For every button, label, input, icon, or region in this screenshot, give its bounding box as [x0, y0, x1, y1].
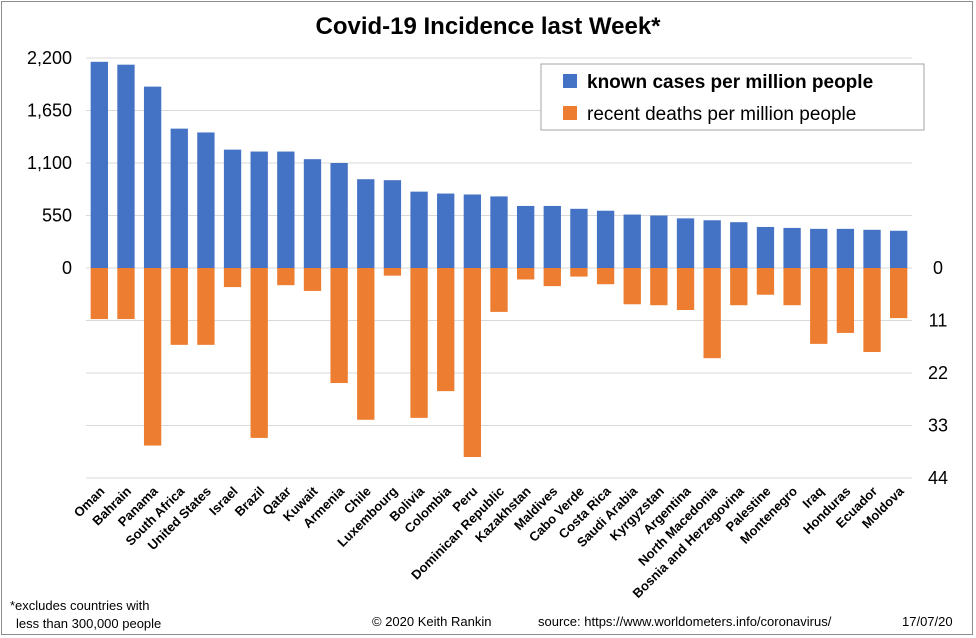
- bar-deaths: [383, 268, 402, 276]
- bar-cases: [756, 226, 775, 268]
- bar-deaths: [197, 268, 215, 345]
- legend-box: [540, 63, 925, 131]
- bar-cases: [863, 229, 881, 268]
- bar-cases: [676, 218, 695, 268]
- bar-deaths: [676, 268, 695, 310]
- bar-cases: [330, 163, 348, 268]
- legend-label-deaths: recent deaths per million people: [587, 104, 856, 125]
- bar-cases: [570, 208, 588, 268]
- bar-deaths: [650, 268, 668, 306]
- footer-source: source: https://www.worldometers.info/co…: [538, 614, 832, 629]
- legend: known cases per million people recent de…: [540, 63, 925, 131]
- bar-deaths: [543, 268, 561, 287]
- left-tick-label: 550: [42, 206, 72, 226]
- bar-deaths: [516, 268, 535, 280]
- footer-date: 17/07/20: [902, 614, 953, 629]
- bar-deaths: [623, 268, 641, 305]
- bar-cases: [303, 159, 322, 268]
- bar-cases: [596, 210, 615, 268]
- bar-deaths: [836, 268, 855, 333]
- bar-cases: [810, 228, 828, 268]
- bar-cases: [703, 220, 721, 268]
- bar-deaths: [357, 268, 375, 420]
- bar-deaths: [756, 268, 775, 295]
- bars: [90, 61, 908, 457]
- bar-deaths: [330, 268, 348, 384]
- bar-deaths: [437, 268, 455, 392]
- bar-cases: [117, 64, 135, 268]
- right-tick-label: 22: [928, 363, 948, 383]
- left-tick-label: 0: [62, 258, 72, 278]
- bar-deaths: [170, 268, 188, 345]
- bar-cases: [650, 215, 668, 268]
- footer-note-line1: *excludes countries with: [10, 598, 149, 613]
- right-tick-label: 44: [928, 468, 948, 488]
- bar-cases: [543, 205, 561, 268]
- bar-deaths: [490, 268, 508, 312]
- bar-cases: [836, 228, 855, 268]
- bar-cases: [197, 132, 215, 268]
- bar-deaths: [810, 268, 828, 344]
- chart-title: Covid-19 Incidence last Week*: [315, 13, 661, 40]
- bar-deaths: [277, 268, 295, 286]
- bar-cases: [516, 205, 535, 268]
- bar-deaths: [90, 268, 108, 320]
- bar-deaths: [863, 268, 881, 352]
- right-tick-label: 33: [928, 416, 948, 436]
- bar-deaths: [463, 268, 482, 457]
- bar-deaths: [703, 268, 721, 359]
- category-label: Brazil: [232, 484, 268, 520]
- left-tick-label: 1,100: [27, 153, 72, 173]
- legend-swatch-cases: [563, 74, 577, 88]
- bar-cases: [277, 151, 295, 268]
- left-tick-label: 1,650: [27, 101, 72, 121]
- bar-deaths: [570, 268, 588, 277]
- legend-swatch-deaths: [563, 106, 577, 120]
- bar-cases: [783, 227, 801, 268]
- right-tick-label: 0: [933, 258, 943, 278]
- bar-cases: [170, 128, 188, 268]
- footer-copyright: © 2020 Keith Rankin: [372, 614, 491, 629]
- bar-deaths: [410, 268, 428, 418]
- footer-note-line2: less than 300,000 people: [16, 616, 161, 631]
- left-tick-label: 2,200: [27, 48, 72, 68]
- bar-cases: [223, 149, 242, 268]
- bar-cases: [90, 61, 108, 269]
- bar-cases: [490, 196, 508, 268]
- bar-deaths: [303, 268, 322, 291]
- bar-cases: [410, 191, 428, 268]
- legend-label-cases: known cases per million people: [587, 72, 873, 93]
- bar-cases: [250, 151, 268, 268]
- bar-deaths: [730, 268, 748, 306]
- bar-deaths: [890, 268, 908, 319]
- bar-cases: [623, 214, 641, 268]
- bar-deaths: [250, 268, 268, 438]
- bar-cases: [143, 86, 162, 269]
- bar-cases: [890, 230, 908, 268]
- axis-ticks: 2,200 1,650 1,100 550 0 0 11 22 33 44: [27, 48, 948, 488]
- bar-deaths: [223, 268, 242, 288]
- right-tick-label: 11: [929, 311, 948, 331]
- bar-cases: [383, 180, 402, 268]
- bar-cases: [730, 222, 748, 268]
- bar-deaths: [117, 268, 135, 320]
- bar-cases: [357, 179, 375, 268]
- bar-deaths: [783, 268, 801, 306]
- bar-cases: [437, 193, 455, 268]
- bar-deaths: [143, 268, 162, 446]
- bar-deaths: [596, 268, 615, 285]
- bar-cases: [463, 194, 482, 268]
